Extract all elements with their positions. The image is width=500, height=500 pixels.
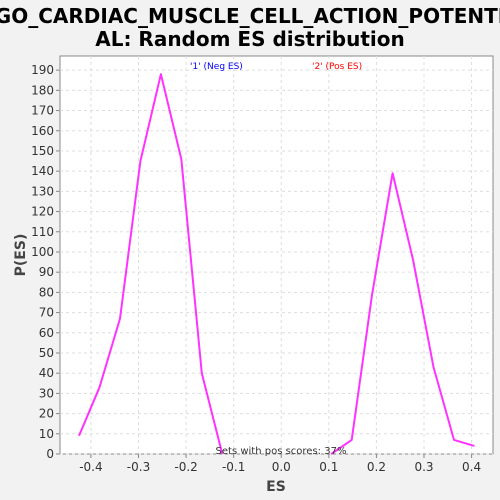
chart-title-line1: GO_CARDIAC_MUSCLE_CELL_ACTION_POTENTI (0, 4, 500, 28)
y-tick-label: 190 (31, 63, 54, 77)
y-tick-label: 100 (31, 245, 54, 259)
y-tick-label: 160 (31, 124, 54, 138)
y-tick-label: 30 (39, 386, 54, 400)
y-tick-label: 60 (39, 326, 54, 340)
axes: 0 10 20 30 40 50 60 70 80 90 100 110 120 130 140 150 160… (31, 63, 481, 474)
y-tick-label: 90 (39, 265, 54, 279)
y-tick-label: 130 (31, 184, 54, 198)
y-tick-label: 140 (31, 164, 54, 178)
annotation-pos-scores: Sets with pos scores: 37% (216, 446, 347, 457)
y-tick-label: 110 (31, 225, 54, 239)
y-tick-label: 180 (31, 83, 54, 97)
y-tick-label: 20 (39, 407, 54, 421)
x-axis-label: ES (266, 479, 286, 495)
x-tick-label: -0.1 (222, 460, 245, 474)
x-tick-label: 0.1 (319, 460, 338, 474)
x-tick-label: -0.3 (127, 460, 150, 474)
x-tick-label: 0.2 (367, 460, 386, 474)
x-tick-label: 0.4 (462, 460, 481, 474)
plot-area (59, 55, 494, 455)
x-tick-label: 0.3 (414, 460, 433, 474)
series-line-1 (78, 73, 224, 455)
series-line-2 (330, 172, 475, 455)
y-tick-label: 70 (39, 306, 54, 320)
series-layer (78, 73, 475, 455)
legend-item-pos: '2' (Pos ES) (312, 62, 362, 72)
y-tick-label: 80 (39, 285, 54, 299)
y-tick-label: 40 (39, 366, 54, 380)
chart-title-line2: AL: Random ES distribution (95, 27, 405, 51)
y-tick-label: 170 (31, 104, 54, 118)
y-tick-label: 120 (31, 205, 54, 219)
x-tick-label: -0.4 (79, 460, 102, 474)
y-tick-label: 0 (46, 447, 54, 461)
y-tick-label: 10 (39, 427, 54, 441)
x-tick-label: 0.0 (272, 460, 291, 474)
y-tick-label: 50 (39, 346, 54, 360)
y-axis-label: P(ES) (13, 234, 29, 277)
y-tick-label: 150 (31, 144, 54, 158)
legend-item-neg: '1' (Neg ES) (190, 62, 243, 72)
x-tick-label: -0.2 (174, 460, 197, 474)
